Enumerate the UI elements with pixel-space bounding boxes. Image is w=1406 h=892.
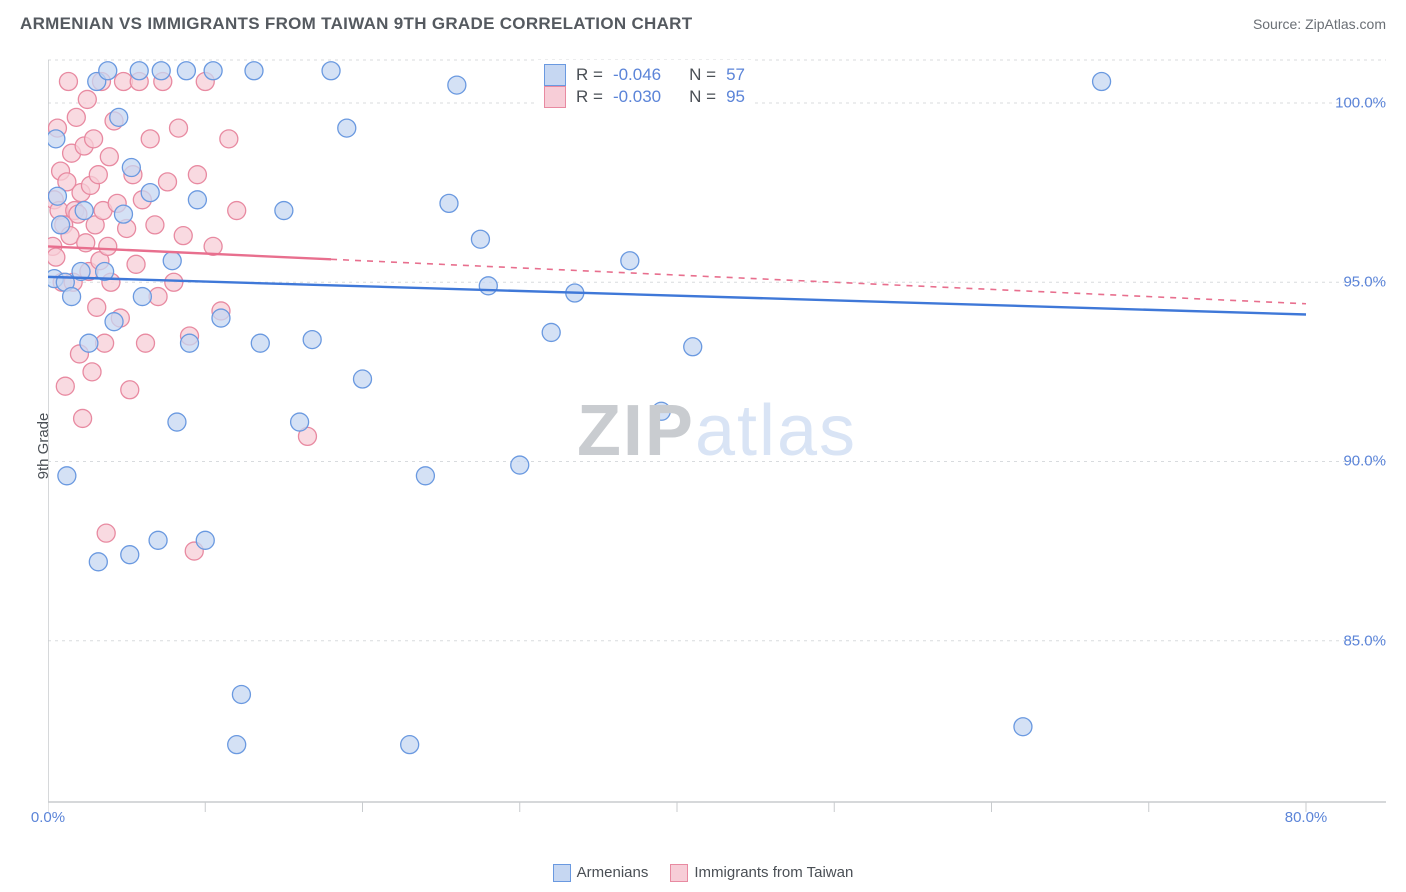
scatter-plot bbox=[48, 46, 1386, 816]
bottom-legend: Armenians Immigrants from Taiwan bbox=[0, 864, 1406, 882]
legend-item: Immigrants from Taiwan bbox=[670, 864, 853, 882]
stats-swatch bbox=[544, 86, 566, 108]
chart-title: ARMENIAN VS IMMIGRANTS FROM TAIWAN 9TH G… bbox=[20, 14, 692, 34]
legend-item: Armenians bbox=[553, 864, 649, 882]
stats-n-label: N = bbox=[689, 65, 716, 85]
stats-row: R = -0.046 N = 57 bbox=[544, 64, 745, 86]
x-tick-label: 0.0% bbox=[31, 809, 65, 826]
legend-label: Immigrants from Taiwan bbox=[694, 864, 853, 881]
y-tick-label: 95.0% bbox=[1343, 274, 1386, 291]
legend-swatch bbox=[553, 864, 571, 882]
stats-r-label: R = bbox=[576, 65, 603, 85]
stats-n-value: 95 bbox=[726, 87, 745, 107]
x-tick-label: 80.0% bbox=[1285, 809, 1328, 826]
y-tick-label: 100.0% bbox=[1335, 95, 1386, 112]
stats-n-label: N = bbox=[689, 87, 716, 107]
stats-swatch bbox=[544, 64, 566, 86]
stats-r-label: R = bbox=[576, 87, 603, 107]
legend-swatch bbox=[670, 864, 688, 882]
stats-n-value: 57 bbox=[726, 65, 745, 85]
stats-r-value: -0.046 bbox=[613, 65, 661, 85]
stats-legend-box: R = -0.046 N = 57 R = -0.030 N = 95 bbox=[534, 60, 755, 112]
legend-label: Armenians bbox=[577, 864, 649, 881]
y-tick-label: 85.0% bbox=[1343, 632, 1386, 649]
y-tick-label: 90.0% bbox=[1343, 453, 1386, 470]
chart-source: Source: ZipAtlas.com bbox=[1253, 16, 1386, 32]
stats-r-value: -0.030 bbox=[613, 87, 661, 107]
plot-wrap: ZIPatlas R = -0.046N = 57R = -0.030N = 9… bbox=[48, 46, 1386, 816]
stats-row: R = -0.030 N = 95 bbox=[544, 86, 745, 108]
